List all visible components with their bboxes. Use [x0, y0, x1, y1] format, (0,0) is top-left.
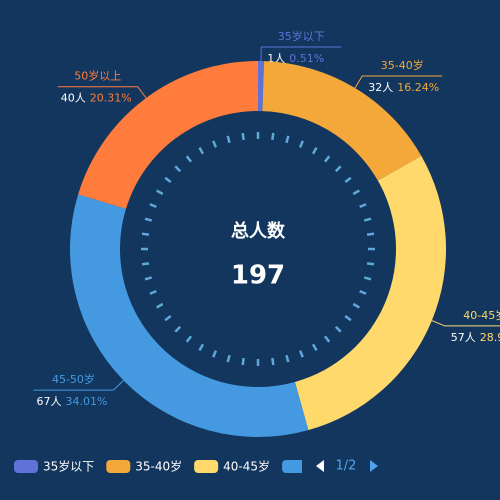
ring-tick [298, 140, 304, 148]
slice-value: 40人 20.31% [61, 92, 132, 105]
ring-tick [141, 262, 150, 266]
legend-swatch [106, 460, 131, 473]
ring-tick [164, 176, 172, 184]
ring-tick [149, 289, 157, 295]
ring-tick [334, 165, 342, 173]
ring-tick [344, 176, 352, 184]
count-label: 67人 [37, 395, 62, 408]
ring-tick [226, 135, 231, 144]
legend-next[interactable] [370, 460, 378, 472]
count-label: 32人 [368, 81, 393, 94]
ring-tick [174, 325, 182, 333]
center-title: 总人数 [231, 220, 286, 242]
ring-tick [311, 147, 318, 155]
legend-swatch [14, 460, 38, 473]
ring-tick [323, 335, 331, 343]
center-value: 197 [231, 261, 285, 291]
ring-tick [323, 155, 331, 163]
count-label: 57人 [451, 331, 476, 344]
leader-line [57, 86, 147, 99]
pie-slice [262, 61, 422, 181]
slice-label: 35-40岁 [381, 58, 424, 72]
ring-tick [359, 289, 367, 295]
legend-swatch [282, 460, 302, 473]
leader-line [431, 320, 500, 327]
ring-tick [226, 354, 231, 363]
pie-slice [258, 61, 264, 112]
ring-tick [363, 217, 372, 222]
slice-label: 35岁以下 [278, 29, 325, 43]
ring-tick [366, 262, 375, 266]
ring-tick [149, 203, 157, 209]
ring-tick [271, 132, 275, 141]
ring-tick [198, 147, 205, 155]
leader-line [260, 46, 342, 62]
pie-slice [294, 155, 446, 431]
ring-tick [334, 325, 342, 333]
ring-tick [174, 165, 182, 173]
percent-label: 20.31% [90, 92, 132, 105]
slice-value: 57人 28.93% [451, 331, 500, 344]
ring-tick [156, 189, 164, 196]
ring-tick [241, 357, 245, 366]
legend-label: 40-45岁 [223, 459, 270, 474]
ring-tick [352, 189, 360, 196]
ring-tick [241, 132, 245, 141]
ring-tick [363, 276, 372, 281]
ring-tick [359, 203, 367, 209]
ring-tick [212, 350, 218, 358]
ring-tick [185, 335, 193, 343]
ring-tick [352, 302, 360, 309]
percent-label: 28.93% [480, 331, 500, 344]
ring-tick [298, 350, 304, 358]
ring-tick [366, 232, 375, 236]
leader-line [33, 379, 124, 391]
pie-slice [70, 194, 309, 437]
ring-tick [144, 217, 153, 222]
legend-label: 35岁以下 [43, 459, 94, 474]
slice-value: 32人 16.24% [368, 81, 439, 94]
ring-tick [141, 232, 150, 236]
slice-label: 40-45岁 [463, 308, 500, 322]
legend-page: 1/2 [336, 459, 357, 474]
ring-tick [156, 302, 164, 309]
slice-label: 45-50岁 [52, 372, 95, 386]
ring-tick [164, 314, 172, 322]
ring-tick [198, 343, 205, 351]
ring-tick [185, 155, 193, 163]
percent-label: 0.51% [289, 52, 324, 65]
slice-value: 67人 34.01% [37, 395, 108, 408]
leader-line [354, 75, 443, 89]
percent-label: 16.24% [397, 81, 439, 94]
legend-label: 35-40岁 [135, 459, 182, 474]
ring-tick [311, 343, 318, 351]
ring-tick [271, 357, 275, 366]
count-label: 40人 [61, 92, 86, 105]
ring-tick [144, 276, 153, 281]
ring-tick [285, 135, 290, 144]
legend-prev[interactable] [316, 460, 324, 472]
ring-tick [212, 140, 218, 148]
percent-label: 34.01% [66, 395, 108, 408]
ring-tick [344, 314, 352, 322]
legend-swatch [194, 460, 219, 473]
slice-label: 50岁以上 [74, 69, 121, 83]
ring-tick [285, 354, 290, 363]
pie-slice [78, 60, 258, 209]
